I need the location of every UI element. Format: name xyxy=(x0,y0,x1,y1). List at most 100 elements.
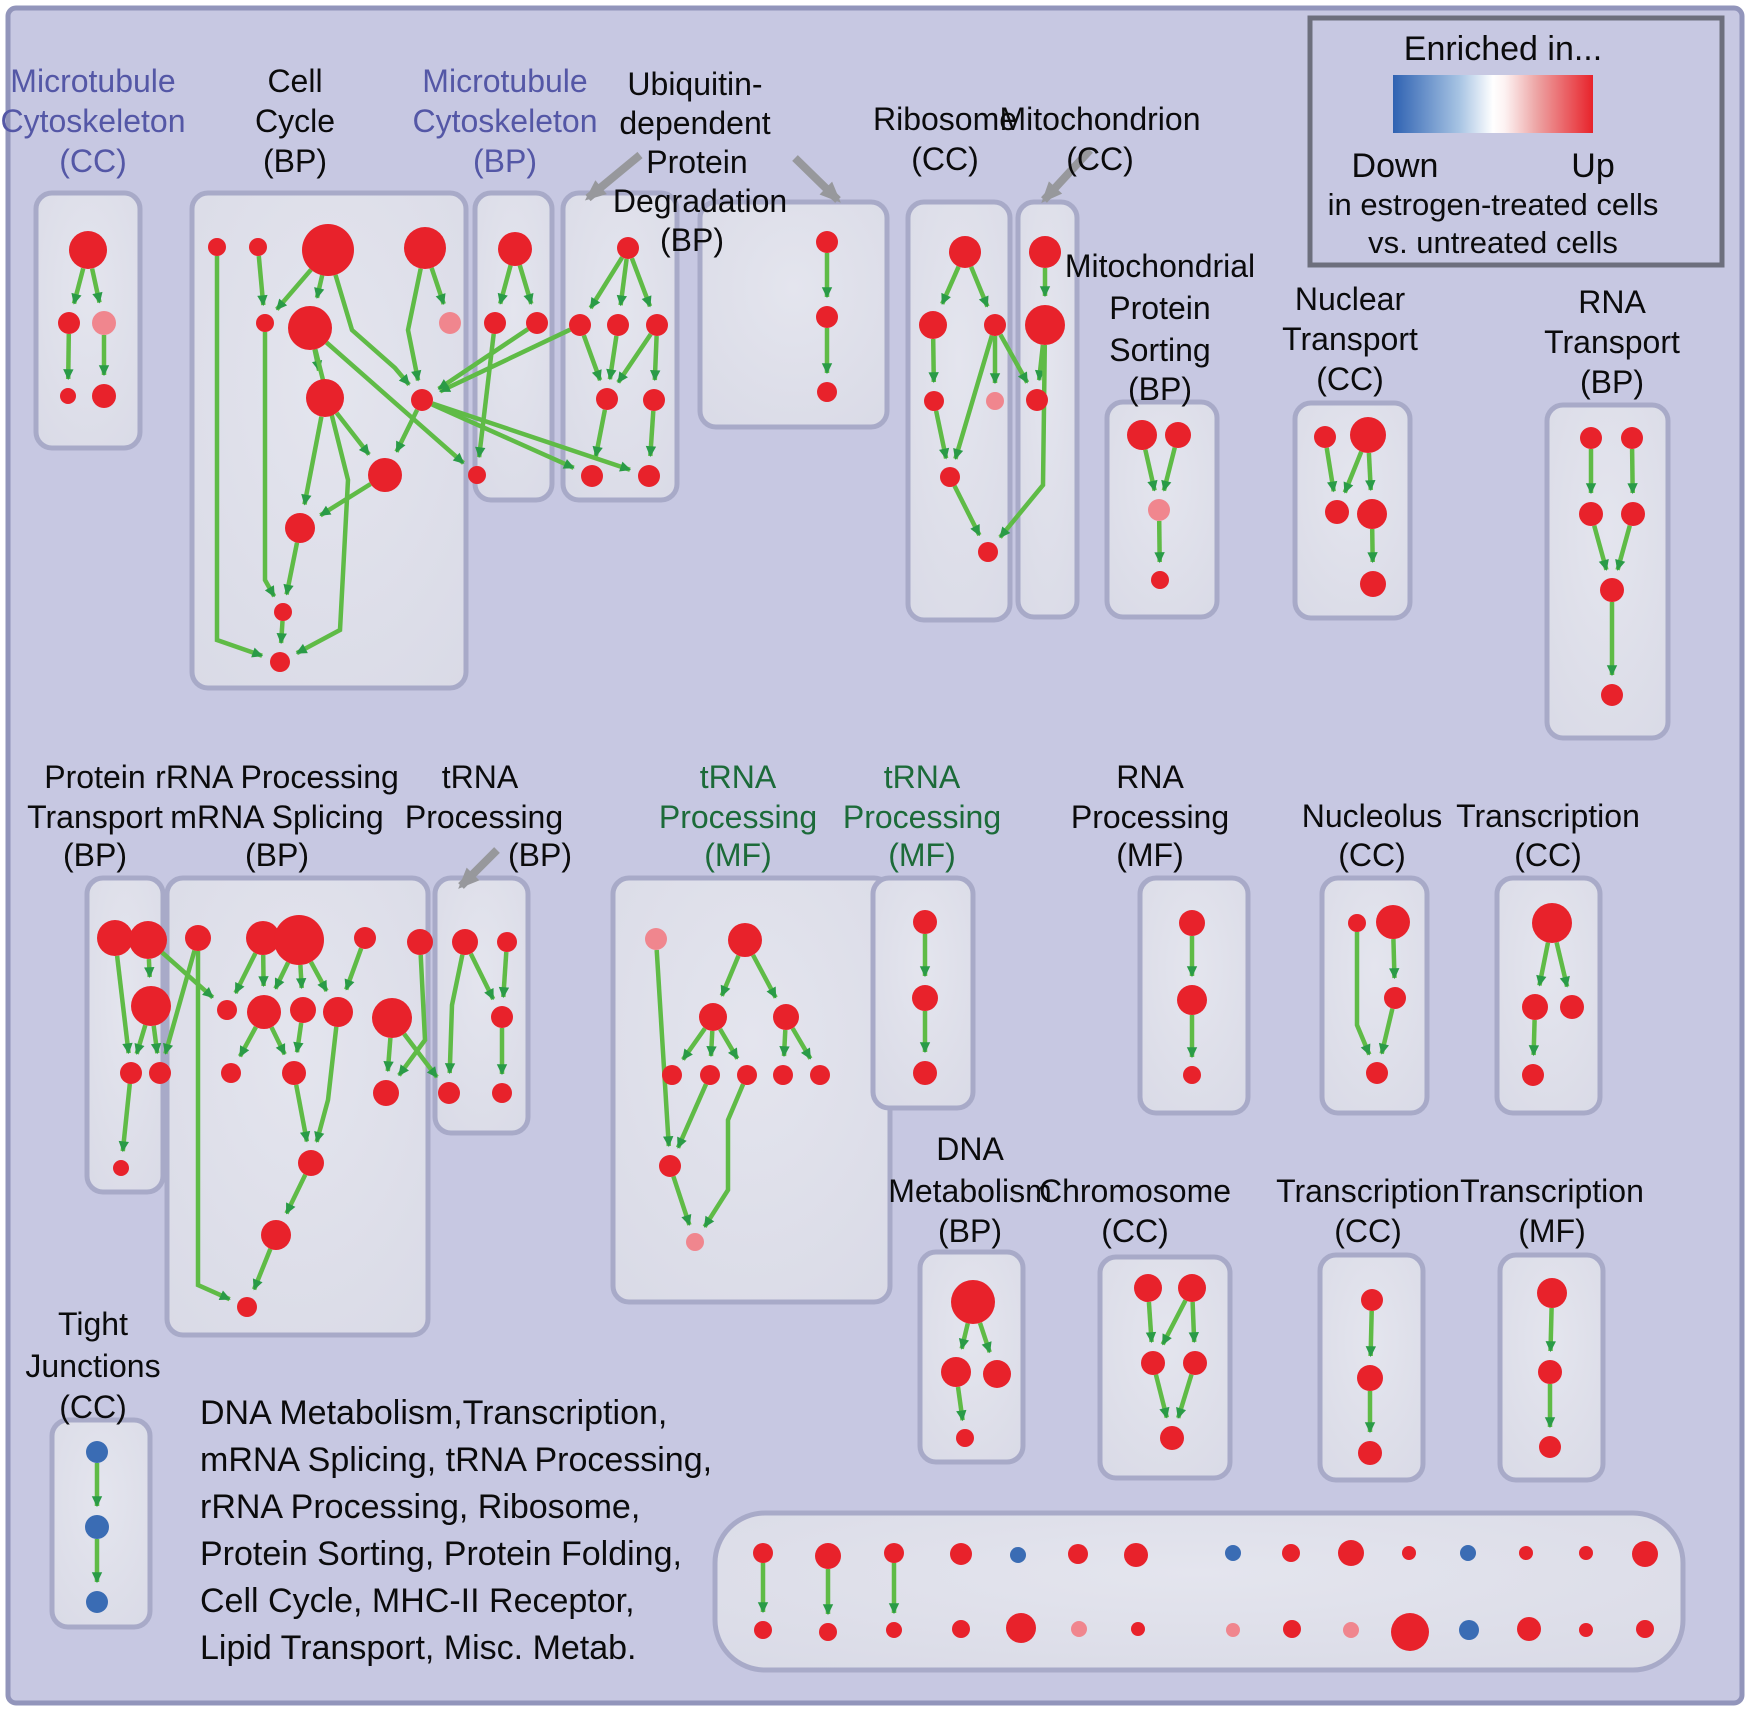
graph-node xyxy=(1178,1274,1206,1302)
cluster-label-chromosome: Chromosome xyxy=(1039,1173,1231,1209)
graph-node xyxy=(217,1000,237,1020)
cluster-label-prot_trans: Transport xyxy=(27,799,163,835)
graph-node xyxy=(1460,1545,1476,1561)
graph-node xyxy=(149,1062,171,1084)
graph-node xyxy=(290,997,316,1023)
graph-node xyxy=(1314,426,1336,448)
graph-node xyxy=(1366,1062,1388,1084)
legend-up-label: Up xyxy=(1571,147,1614,185)
cluster-label-mt_cc: Microtubule xyxy=(10,63,175,99)
graph-edge xyxy=(68,334,69,379)
graph-node xyxy=(285,513,315,543)
cluster-label-mito_sort: (BP) xyxy=(1128,371,1192,407)
graph-node xyxy=(819,1623,837,1641)
box-ubiq_b xyxy=(700,202,887,427)
graph-node xyxy=(1071,1621,1087,1637)
cluster-label-cell_cycle: Cycle xyxy=(255,103,335,139)
graph-node xyxy=(404,227,446,269)
graph-node xyxy=(913,1061,937,1085)
cluster-label-trna_bp: (BP) xyxy=(508,837,572,873)
graph-node xyxy=(949,236,981,268)
graph-node xyxy=(659,1155,681,1177)
graph-node xyxy=(97,920,133,956)
graph-node xyxy=(120,1062,142,1084)
cluster-label-nucleolus: (CC) xyxy=(1338,837,1406,873)
graph-node xyxy=(1068,1544,1088,1564)
graph-node xyxy=(1282,1544,1300,1562)
graph-node xyxy=(92,311,116,335)
graph-node xyxy=(1632,1541,1658,1567)
graph-node xyxy=(569,314,591,336)
cluster-label-nucleolus: Nucleolus xyxy=(1302,798,1443,834)
graph-node xyxy=(952,1620,970,1638)
graph-node xyxy=(699,1003,727,1031)
cluster-label-ubiq: Protein xyxy=(646,144,747,180)
cluster-label-rna_trans: Transport xyxy=(1544,324,1680,360)
graph-node xyxy=(526,312,548,334)
cluster-label-trans_cc_bot: Transcription xyxy=(1276,1173,1460,1209)
graph-node xyxy=(492,1083,512,1103)
graph-edge xyxy=(1371,1311,1372,1356)
graph-node xyxy=(247,995,281,1029)
graph-node xyxy=(1183,1351,1207,1375)
cluster-label-dna_metab: DNA xyxy=(936,1131,1004,1167)
graph-node xyxy=(468,466,486,484)
graph-node xyxy=(1391,1613,1429,1651)
graph-node xyxy=(1522,994,1548,1020)
graph-node xyxy=(208,238,226,256)
cluster-label-mt_cc: Cytoskeleton xyxy=(1,103,186,139)
graph-node xyxy=(1325,500,1349,524)
graph-node xyxy=(354,927,376,949)
cluster-label-mt_bp: Cytoskeleton xyxy=(413,103,598,139)
graph-node xyxy=(1338,1540,1364,1566)
graph-node xyxy=(816,306,838,328)
graph-node xyxy=(1522,1064,1544,1086)
graph-node xyxy=(1580,427,1602,449)
cluster-label-mito_sort: Sorting xyxy=(1109,332,1210,368)
cluster-label-rna_mf: RNA xyxy=(1116,759,1184,795)
graph-node xyxy=(86,1591,108,1613)
cluster-label-trans_cc_bot: (CC) xyxy=(1334,1213,1402,1249)
graph-node xyxy=(816,231,838,253)
graph-node xyxy=(1006,1613,1036,1643)
graph-edge xyxy=(784,1030,785,1056)
cluster-label-trna_bp: tRNA xyxy=(442,759,519,795)
graph-node xyxy=(85,1515,109,1539)
graph-edge xyxy=(300,965,301,988)
cluster-label-nuc_trans: Nuclear xyxy=(1295,281,1406,317)
graph-node xyxy=(737,1065,757,1085)
graph-node xyxy=(810,1065,830,1085)
cluster-label-rrna: (BP) xyxy=(245,837,309,873)
graph-node xyxy=(1636,1620,1654,1638)
graph-node xyxy=(372,998,412,1038)
graph-node xyxy=(1600,578,1624,602)
misc-categories-text: DNA Metabolism,Transcription, xyxy=(200,1394,667,1432)
graph-node xyxy=(1601,684,1623,706)
graph-node xyxy=(984,314,1006,336)
graph-node xyxy=(129,921,167,959)
cluster-label-trna_mf2: tRNA xyxy=(884,759,961,795)
cluster-label-trna_mf2: (MF) xyxy=(888,837,956,873)
graph-node xyxy=(754,1621,772,1639)
box-bottom_strip xyxy=(715,1513,1683,1670)
cluster-label-ribosome: (CC) xyxy=(911,141,979,177)
cluster-label-trna_mf1: tRNA xyxy=(700,759,777,795)
graph-node xyxy=(484,312,506,334)
graph-node xyxy=(1025,305,1065,345)
graph-node xyxy=(1177,985,1207,1015)
graph-node xyxy=(323,997,353,1027)
legend-condition-line1: in estrogen-treated cells xyxy=(1328,187,1659,222)
graph-node xyxy=(978,542,998,562)
cluster-label-tight_junc: Junctions xyxy=(25,1348,160,1384)
cluster-label-trna_mf1: (MF) xyxy=(704,837,772,873)
graph-node xyxy=(645,928,667,950)
graph-edge xyxy=(650,411,653,456)
graph-node xyxy=(438,1082,460,1104)
graph-node xyxy=(1459,1620,1479,1640)
graph-edge xyxy=(1149,1302,1152,1342)
graph-node xyxy=(950,1543,972,1565)
cluster-label-trans_mf: Transcription xyxy=(1460,1173,1644,1209)
graph-node xyxy=(607,314,629,336)
